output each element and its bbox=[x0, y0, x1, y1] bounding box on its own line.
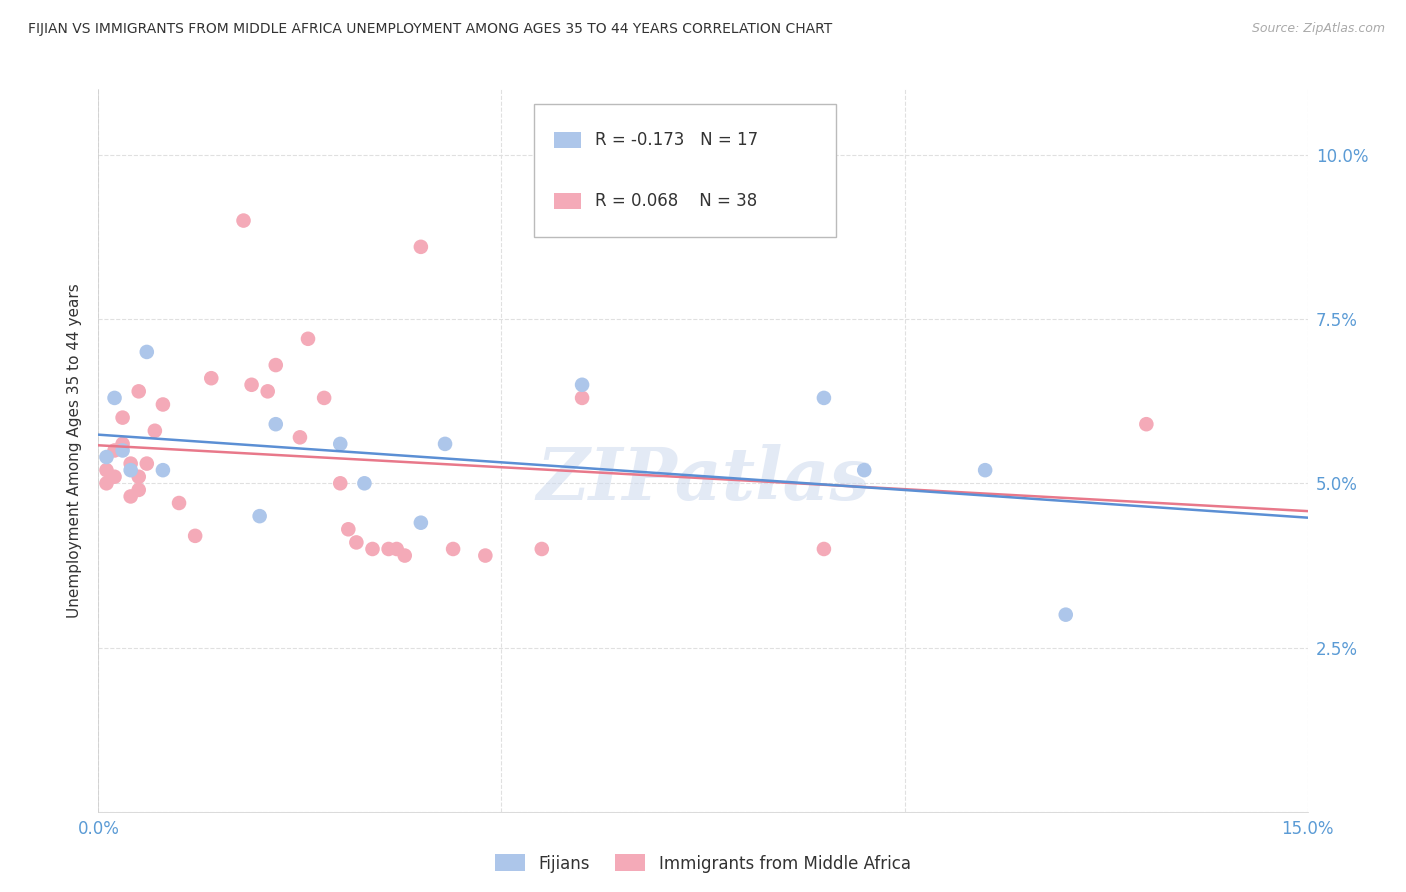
Legend: Fijians, Immigrants from Middle Africa: Fijians, Immigrants from Middle Africa bbox=[489, 847, 917, 880]
Point bbox=[200, 371, 222, 385]
Point bbox=[329, 437, 352, 451]
Point bbox=[297, 332, 319, 346]
Point bbox=[143, 424, 166, 438]
Text: ZIPatlas: ZIPatlas bbox=[536, 444, 870, 515]
Point bbox=[337, 522, 360, 536]
Point bbox=[120, 457, 142, 471]
Point bbox=[571, 391, 593, 405]
Point bbox=[264, 358, 287, 372]
Point bbox=[120, 463, 142, 477]
Point bbox=[128, 483, 150, 497]
Point bbox=[135, 457, 157, 471]
Point bbox=[813, 391, 835, 405]
Point bbox=[111, 410, 134, 425]
Point bbox=[1135, 417, 1157, 432]
Text: Source: ZipAtlas.com: Source: ZipAtlas.com bbox=[1251, 22, 1385, 36]
Point bbox=[103, 443, 125, 458]
Point bbox=[974, 463, 997, 477]
Point bbox=[111, 437, 134, 451]
Point bbox=[264, 417, 287, 432]
Text: FIJIAN VS IMMIGRANTS FROM MIDDLE AFRICA UNEMPLOYMENT AMONG AGES 35 TO 44 YEARS C: FIJIAN VS IMMIGRANTS FROM MIDDLE AFRICA … bbox=[28, 22, 832, 37]
Point bbox=[344, 535, 367, 549]
Point bbox=[853, 463, 876, 477]
Point bbox=[96, 476, 118, 491]
Point bbox=[329, 476, 352, 491]
Point bbox=[152, 397, 174, 411]
Point bbox=[409, 516, 432, 530]
Point bbox=[96, 450, 118, 464]
Point bbox=[184, 529, 207, 543]
FancyBboxPatch shape bbox=[554, 194, 581, 209]
Point bbox=[474, 549, 496, 563]
Point bbox=[120, 490, 142, 504]
Text: R = 0.068    N = 38: R = 0.068 N = 38 bbox=[595, 192, 758, 211]
Point bbox=[103, 391, 125, 405]
Text: R = -0.173   N = 17: R = -0.173 N = 17 bbox=[595, 131, 758, 149]
FancyBboxPatch shape bbox=[534, 103, 837, 237]
Point bbox=[385, 541, 408, 556]
Point bbox=[103, 469, 125, 483]
Y-axis label: Unemployment Among Ages 35 to 44 years: Unemployment Among Ages 35 to 44 years bbox=[67, 283, 83, 618]
Point bbox=[128, 469, 150, 483]
Point bbox=[409, 240, 432, 254]
Point bbox=[377, 541, 399, 556]
Point bbox=[434, 437, 457, 451]
Point bbox=[361, 541, 384, 556]
Point bbox=[249, 509, 271, 524]
Point bbox=[232, 213, 254, 227]
Point bbox=[394, 549, 416, 563]
Point bbox=[128, 384, 150, 399]
Point bbox=[314, 391, 336, 405]
Point bbox=[152, 463, 174, 477]
Point bbox=[96, 463, 118, 477]
Point bbox=[571, 377, 593, 392]
Point bbox=[530, 541, 553, 556]
Point bbox=[256, 384, 278, 399]
Point bbox=[135, 345, 157, 359]
Point bbox=[1054, 607, 1077, 622]
FancyBboxPatch shape bbox=[554, 132, 581, 148]
Point bbox=[167, 496, 190, 510]
Point bbox=[441, 541, 464, 556]
Point bbox=[813, 541, 835, 556]
Point bbox=[240, 377, 263, 392]
Point bbox=[288, 430, 311, 444]
Point bbox=[353, 476, 375, 491]
Point bbox=[111, 443, 134, 458]
